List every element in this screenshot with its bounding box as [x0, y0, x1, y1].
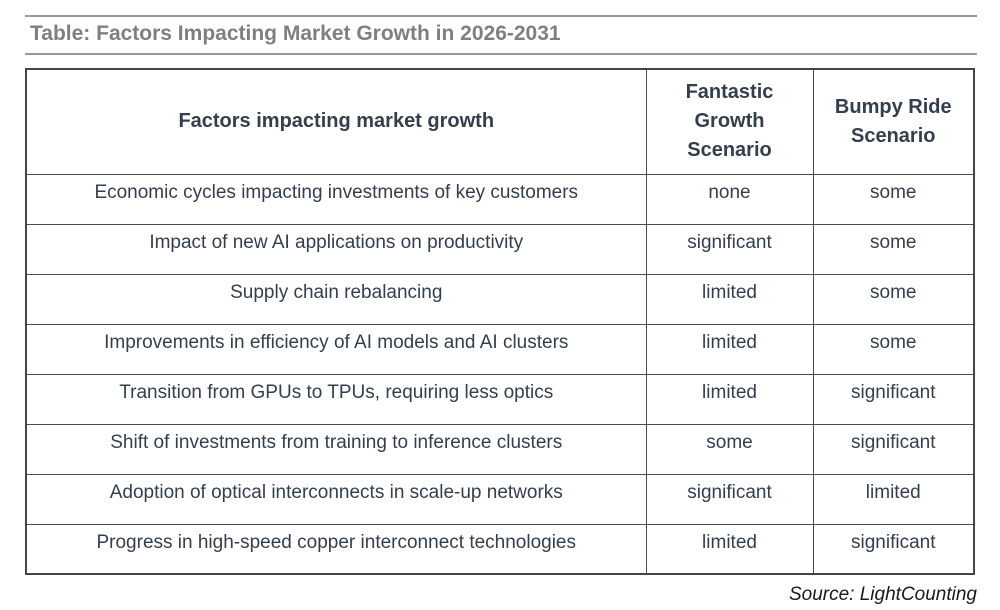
fantastic-value-cell: limited: [645, 323, 814, 375]
table-row: Shift of investments from training to in…: [25, 423, 975, 475]
table-row: Improvements in efficiency of AI models …: [25, 323, 975, 375]
bumpy-value-cell: limited: [812, 473, 975, 525]
source-credit: Source: LightCounting: [788, 584, 977, 605]
page-title: Table: Factors Impacting Market Growth i…: [30, 22, 561, 45]
table-row: Adoption of optical interconnects in sca…: [25, 473, 975, 525]
fantastic-value-cell: significant: [645, 473, 814, 525]
table-row: Supply chain rebalancing limited some: [25, 273, 975, 325]
title-top-rule: [25, 15, 977, 17]
table-header-row: Factors impacting market growth Fantasti…: [25, 68, 975, 175]
fantastic-value-cell: none: [645, 173, 814, 225]
factor-cell: Progress in high-speed copper interconne…: [25, 523, 647, 575]
bumpy-value-cell: some: [812, 273, 975, 325]
table-row: Impact of new AI applications on product…: [25, 223, 975, 275]
fantastic-value-cell: limited: [645, 523, 814, 575]
factor-cell: Transition from GPUs to TPUs, requiring …: [25, 373, 647, 425]
table-row: Transition from GPUs to TPUs, requiring …: [25, 373, 975, 425]
factor-cell: Improvements in efficiency of AI models …: [25, 323, 647, 375]
table-row: Economic cycles impacting investments of…: [25, 173, 975, 225]
bumpy-value-cell: some: [812, 323, 975, 375]
fantastic-value-cell: some: [645, 423, 814, 475]
column-header-fantastic-growth: Fantastic Growth Scenario: [645, 68, 814, 175]
factor-cell: Economic cycles impacting investments of…: [25, 173, 647, 225]
factor-cell: Impact of new AI applications on product…: [25, 223, 647, 275]
fantastic-value-cell: significant: [645, 223, 814, 275]
fantastic-value-cell: limited: [645, 373, 814, 425]
table-row: Progress in high-speed copper interconne…: [25, 523, 975, 575]
factors-table: Factors impacting market growth Fantasti…: [25, 68, 975, 575]
column-header-bumpy-ride: Bumpy Ride Scenario: [812, 68, 975, 175]
column-header-factors: Factors impacting market growth: [25, 68, 647, 175]
fantastic-value-cell: limited: [645, 273, 814, 325]
bumpy-value-cell: some: [812, 223, 975, 275]
bumpy-value-cell: significant: [812, 523, 975, 575]
factor-cell: Supply chain rebalancing: [25, 273, 647, 325]
bumpy-value-cell: some: [812, 173, 975, 225]
bumpy-value-cell: significant: [812, 373, 975, 425]
factor-cell: Shift of investments from training to in…: [25, 423, 647, 475]
bumpy-value-cell: significant: [812, 423, 975, 475]
factor-cell: Adoption of optical interconnects in sca…: [25, 473, 647, 525]
title-bottom-rule: [25, 53, 977, 55]
